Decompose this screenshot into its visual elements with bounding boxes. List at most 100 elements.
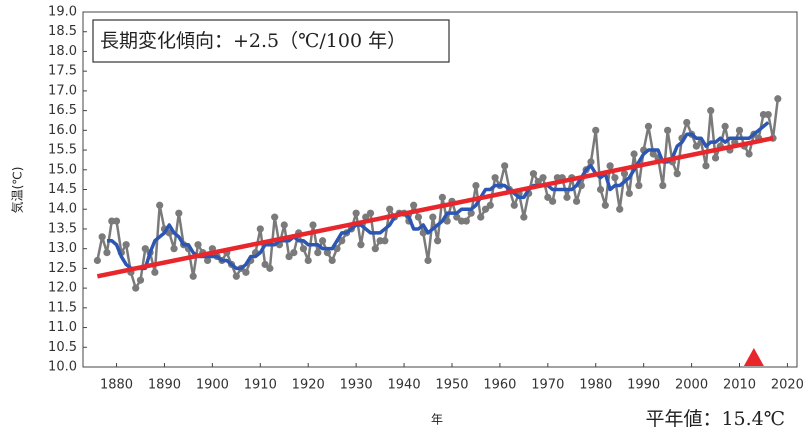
data-point [620,170,629,178]
data-point [366,209,375,217]
x-tick-label: 1970 [531,378,564,393]
data-point [549,197,557,205]
data-point [328,256,336,265]
data-point [467,209,475,217]
data-point [596,185,605,194]
data-point [616,205,624,213]
data-point [664,126,672,134]
y-tick-label: 15.0 [48,162,77,177]
normal-marker [743,348,764,366]
normal-label: 平年値：15.4℃ [645,408,785,430]
data-point [606,162,614,170]
series-line [96,98,780,290]
data-point [170,245,178,253]
data-point [309,221,317,229]
data-point [203,256,212,265]
data-point [232,272,240,280]
y-tick-label: 16.0 [48,123,77,138]
data-point [299,245,308,253]
y-tick-label: 13.0 [48,241,77,256]
data-point [702,162,710,170]
x-axis-label: 年 [431,413,443,427]
data-point [371,245,379,253]
data-point [649,150,657,158]
data-point [136,276,145,284]
data-point [630,150,638,158]
annotation-box [92,19,450,63]
data-point [122,241,130,249]
data-point [462,217,470,225]
data-point [357,241,365,249]
y-tick-label: 14.5 [48,182,77,197]
x-tick-label: 2020 [771,378,804,393]
data-point [318,237,327,245]
y-tick-label: 14.0 [48,202,77,217]
data-point [323,249,331,257]
data-point [572,197,581,205]
data-point [601,201,609,209]
data-point [735,126,744,134]
data-point [280,221,288,229]
data-point [764,110,772,119]
y-tick-label: 19.0 [48,5,77,20]
data-point [544,193,552,201]
x-tick-label: 1910 [244,378,277,393]
data-point [304,256,312,265]
data-point [644,122,653,130]
y-tick-label: 10.5 [48,340,77,355]
data-point [692,142,700,150]
x-tick-label: 1900 [196,378,229,393]
data-point [745,150,753,158]
data-point [261,260,269,269]
data-point [381,237,389,245]
data-point [673,170,681,178]
data-point [271,213,279,221]
data-point [151,268,159,276]
data-point [477,213,485,221]
x-tick-label: 1990 [627,378,660,393]
data-point [659,181,667,190]
data-point [683,118,691,127]
x-tick-label: 2010 [723,378,756,393]
data-point [563,193,571,201]
data-point [625,189,633,198]
x-tick-label: 1980 [579,378,612,393]
y-tick-label: 13.5 [48,221,77,236]
data-point [290,249,298,257]
y-tick-label: 16.5 [48,103,77,118]
data-point [453,213,461,221]
data-point [156,201,164,209]
y-tick-label: 18.0 [48,44,77,59]
data-point [539,174,547,182]
y-tick-label: 11.5 [48,300,77,315]
y-tick-label: 17.5 [48,64,77,79]
data-point [721,122,729,130]
data-point [510,201,518,209]
y-tick-label: 15.5 [48,143,77,158]
data-point [414,213,423,221]
data-point [587,158,595,166]
y-tick-label: 12.5 [48,261,77,276]
data-point [98,233,106,241]
data-point [529,170,538,178]
data-point [242,268,250,276]
data-point [424,256,432,265]
data-point [285,252,293,261]
data-point [314,249,322,257]
data-point [707,107,715,115]
data-point [410,201,418,209]
data-point [434,237,442,245]
data-point [175,209,183,217]
y-tick-label: 10.0 [48,360,77,375]
data-point [256,225,264,233]
data-point [520,213,528,221]
data-point [103,249,111,257]
data-point [501,162,509,170]
data-point [141,245,149,253]
data-point [592,126,600,134]
annotation: 長期変化傾向：+2.5（℃/100 年） [100,30,406,52]
data-point [386,205,394,213]
data-point [438,193,446,201]
x-tick-label: 1930 [340,378,373,393]
x-tick-label: 1940 [388,378,421,393]
